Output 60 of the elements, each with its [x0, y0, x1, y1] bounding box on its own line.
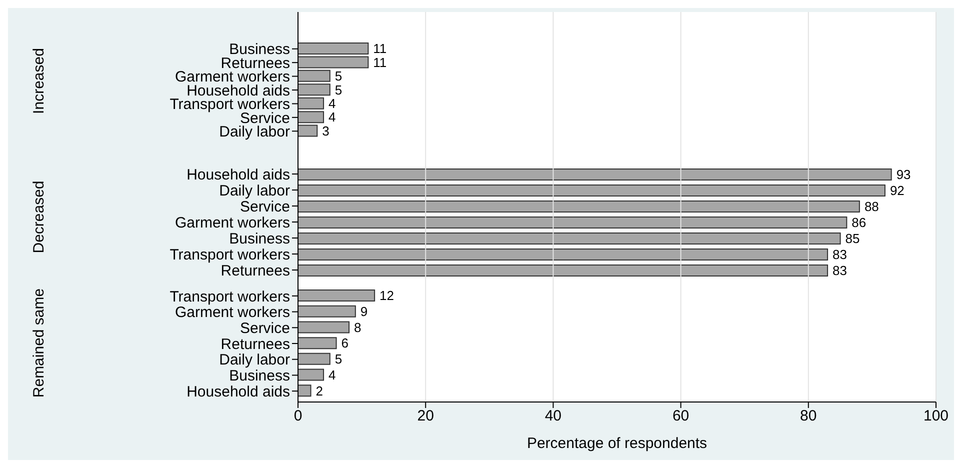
- y-tick-label: Daily labor: [219, 182, 290, 200]
- data-label: 93: [896, 167, 911, 182]
- bar: [298, 337, 337, 350]
- x-tick-label: 60: [672, 408, 690, 425]
- y-tick-label: Business: [229, 230, 290, 248]
- bar: [298, 290, 376, 302]
- x-tick-label: 100: [923, 408, 949, 425]
- bar: [298, 248, 828, 260]
- x-tick-label: 20: [417, 408, 434, 425]
- bar: [298, 124, 318, 137]
- data-label: 5: [334, 352, 342, 367]
- data-label: 5: [334, 82, 342, 98]
- y-tick-label: Service: [240, 320, 290, 337]
- x-tick-label: 80: [800, 408, 817, 425]
- bar: [298, 384, 312, 397]
- data-label: 6: [341, 336, 349, 351]
- bar: [298, 200, 860, 212]
- bar: [298, 264, 828, 276]
- y-tick-label: Returnees: [220, 336, 290, 353]
- bar: [298, 216, 848, 228]
- bar: [298, 352, 330, 365]
- bar: [298, 305, 356, 318]
- y-tick-label: Garment workers: [174, 214, 290, 232]
- bar: [298, 368, 324, 381]
- y-tick-label: Household aids: [186, 166, 290, 184]
- y-tick-label: Returnees: [220, 262, 290, 280]
- x-tick-label: 40: [544, 408, 562, 425]
- data-label: 83: [832, 247, 848, 262]
- bar: [298, 168, 892, 180]
- y-tick-label: Garment workers: [174, 304, 290, 322]
- y-tick-label: Household aids: [186, 383, 290, 400]
- data-label: 86: [852, 215, 866, 230]
- y-tick-label: Transport workers: [170, 288, 290, 306]
- data-label: 4: [328, 367, 336, 382]
- data-label: 8: [354, 320, 362, 335]
- data-label: 11: [373, 41, 387, 56]
- y-tick-label: Daily labor: [219, 352, 290, 369]
- bar: [298, 232, 841, 244]
- data-label: 5: [334, 68, 342, 84]
- y-tick-label: Business: [229, 368, 290, 385]
- bar: [298, 321, 350, 334]
- y-axis-title: Increased: [30, 48, 48, 114]
- data-label: 4: [328, 110, 336, 125]
- data-label: 12: [380, 288, 394, 304]
- y-axis-title: Decreased: [30, 180, 48, 254]
- y-axis-title: Remained same: [30, 288, 48, 398]
- data-label: 88: [864, 199, 879, 214]
- data-label: 83: [832, 263, 848, 278]
- x-tick-label: 0: [294, 408, 302, 425]
- x-axis-title: Percentage of respondents: [526, 435, 708, 452]
- y-tick-label: Service: [240, 198, 290, 216]
- data-label: 85: [845, 231, 860, 246]
- data-label: 3: [322, 123, 330, 138]
- bar: [298, 184, 886, 196]
- data-label: 9: [360, 304, 368, 319]
- data-label: 92: [890, 183, 904, 198]
- y-tick-label: Transport workers: [170, 246, 290, 264]
- data-label: 4: [328, 96, 336, 111]
- data-label: 2: [316, 383, 323, 398]
- data-label: 11: [373, 54, 387, 70]
